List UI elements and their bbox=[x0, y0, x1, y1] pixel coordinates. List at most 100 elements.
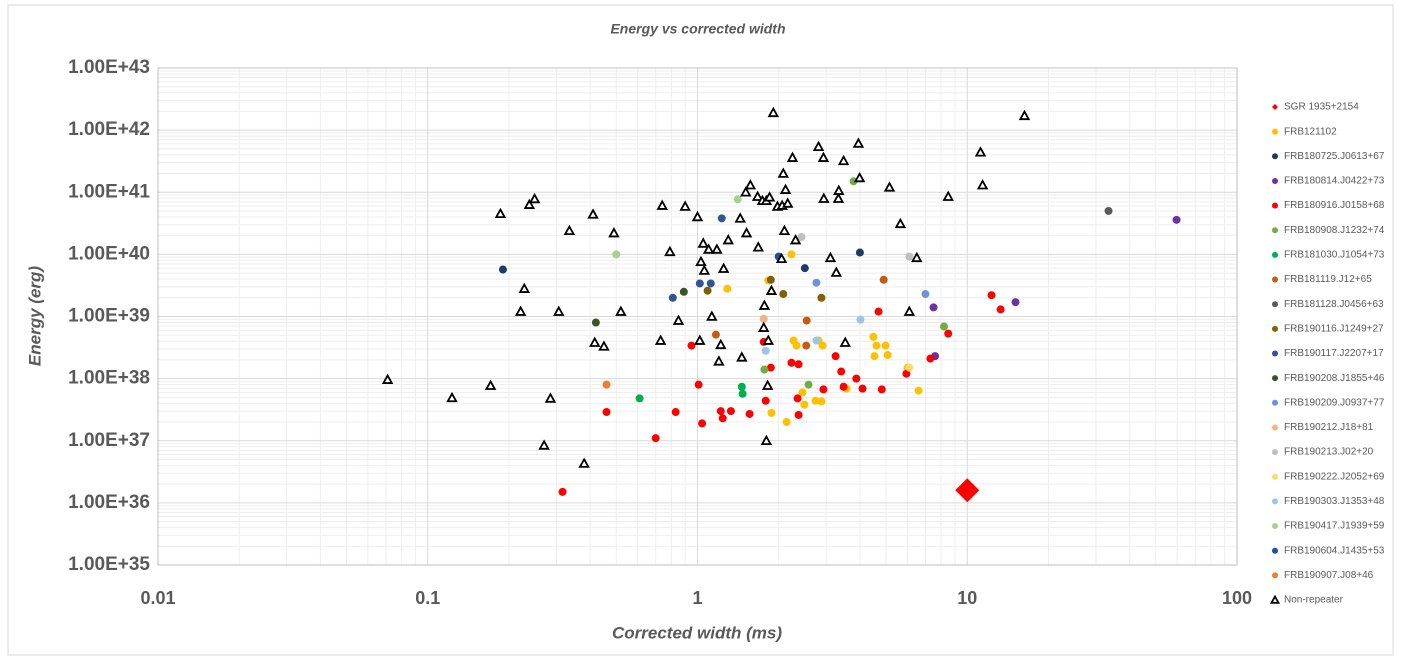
data-point bbox=[905, 363, 914, 372]
data-point bbox=[672, 314, 685, 325]
data-point bbox=[858, 384, 867, 393]
data-point bbox=[974, 146, 987, 157]
data-point bbox=[800, 264, 809, 273]
data-point bbox=[635, 394, 644, 403]
y-tick-label: 1.00E+36 bbox=[68, 492, 150, 513]
data-point bbox=[767, 106, 780, 118]
data-point bbox=[797, 233, 806, 242]
data-point bbox=[751, 190, 764, 201]
data-point bbox=[757, 321, 770, 332]
legend-marker bbox=[1272, 301, 1278, 308]
data-point bbox=[779, 183, 792, 194]
data-point bbox=[761, 346, 770, 355]
data-point bbox=[767, 408, 776, 417]
x-tick-label: 100 bbox=[1222, 588, 1252, 608]
data-point bbox=[766, 275, 775, 284]
data-point bbox=[830, 266, 843, 277]
data-point bbox=[591, 318, 600, 327]
data-point bbox=[608, 227, 620, 238]
data-point bbox=[872, 341, 881, 350]
data-point bbox=[839, 336, 851, 347]
data-point bbox=[698, 264, 711, 275]
legend-label: FRB190604.J1435+53 bbox=[1284, 545, 1385, 556]
y-tick-label: 1.00E+37 bbox=[68, 430, 150, 451]
data-point bbox=[733, 195, 742, 204]
data-point bbox=[734, 212, 746, 223]
data-point bbox=[905, 252, 914, 261]
data-point bbox=[687, 341, 696, 350]
data-point bbox=[518, 282, 531, 293]
data-point bbox=[765, 284, 778, 295]
data-point bbox=[881, 341, 890, 350]
data-point bbox=[852, 374, 861, 383]
data-point bbox=[538, 439, 550, 450]
data-point bbox=[812, 278, 821, 287]
x-axis-label: Corrected width (ms) bbox=[612, 623, 782, 642]
y-tick-label: 1.00E+38 bbox=[68, 368, 150, 389]
data-point bbox=[879, 275, 888, 284]
legend-label: FRB190208.J1855+46 bbox=[1284, 373, 1385, 384]
data-point bbox=[745, 409, 754, 418]
data-point bbox=[798, 388, 807, 397]
data-point bbox=[855, 248, 864, 257]
data-point bbox=[856, 315, 865, 324]
legend-marker bbox=[1272, 399, 1278, 406]
data-point bbox=[818, 341, 827, 350]
data-point bbox=[553, 305, 565, 316]
data-point bbox=[800, 400, 809, 409]
data-point bbox=[787, 358, 796, 367]
data-point bbox=[996, 305, 1005, 314]
plot-border bbox=[157, 67, 1238, 566]
data-point bbox=[804, 380, 813, 389]
data-point bbox=[761, 379, 774, 390]
legend-marker bbox=[1272, 325, 1278, 332]
data-point bbox=[852, 137, 865, 148]
data-point bbox=[781, 197, 794, 208]
data-point bbox=[929, 303, 938, 312]
legend-marker bbox=[1272, 177, 1278, 184]
data-point bbox=[498, 265, 507, 274]
data-point bbox=[716, 407, 725, 416]
chart-title: Energy vs corrected width bbox=[610, 21, 785, 37]
legend-label: Non-repeater bbox=[1284, 595, 1344, 606]
legend-marker bbox=[1272, 473, 1278, 480]
legend-label: FRB181128.J0456+63 bbox=[1284, 299, 1384, 310]
data-point bbox=[987, 291, 996, 300]
data-point bbox=[558, 487, 567, 496]
data-point bbox=[775, 252, 788, 264]
data-point bbox=[786, 151, 799, 162]
x-tick-label: 10 bbox=[957, 588, 977, 608]
legend-label: FRB190222.J2052+69 bbox=[1284, 471, 1385, 482]
data-point bbox=[762, 334, 775, 345]
data-point bbox=[717, 214, 726, 223]
data-point bbox=[894, 217, 907, 229]
legend-marker bbox=[1272, 449, 1278, 456]
legend-label: SGR 1935+2154 bbox=[1284, 102, 1359, 113]
legend-marker bbox=[1272, 251, 1278, 258]
data-point bbox=[817, 397, 826, 406]
data-point bbox=[942, 190, 954, 201]
data-point bbox=[723, 284, 732, 293]
data-point bbox=[976, 179, 989, 190]
legend-marker bbox=[1272, 227, 1278, 234]
data-point bbox=[668, 293, 677, 302]
data-point bbox=[853, 171, 866, 183]
legend-label: FRB180725.J0613+67 bbox=[1284, 151, 1385, 162]
data-point bbox=[789, 234, 802, 245]
data-point bbox=[752, 241, 765, 252]
data-point bbox=[869, 332, 878, 341]
data-point bbox=[694, 334, 706, 345]
legend-marker bbox=[1272, 498, 1278, 505]
data-point bbox=[793, 394, 802, 403]
x-tick-label: 0.01 bbox=[140, 588, 175, 608]
data-point bbox=[883, 351, 892, 360]
data-point bbox=[758, 299, 771, 310]
data-point bbox=[718, 414, 727, 423]
data-point bbox=[737, 382, 746, 391]
legend-label: FRB190116.J1249+27 bbox=[1284, 323, 1384, 334]
data-point bbox=[761, 396, 770, 405]
legend-marker bbox=[1272, 424, 1278, 431]
legend-label: FRB190417.J1939+59 bbox=[1284, 521, 1385, 532]
data-point bbox=[792, 341, 801, 350]
